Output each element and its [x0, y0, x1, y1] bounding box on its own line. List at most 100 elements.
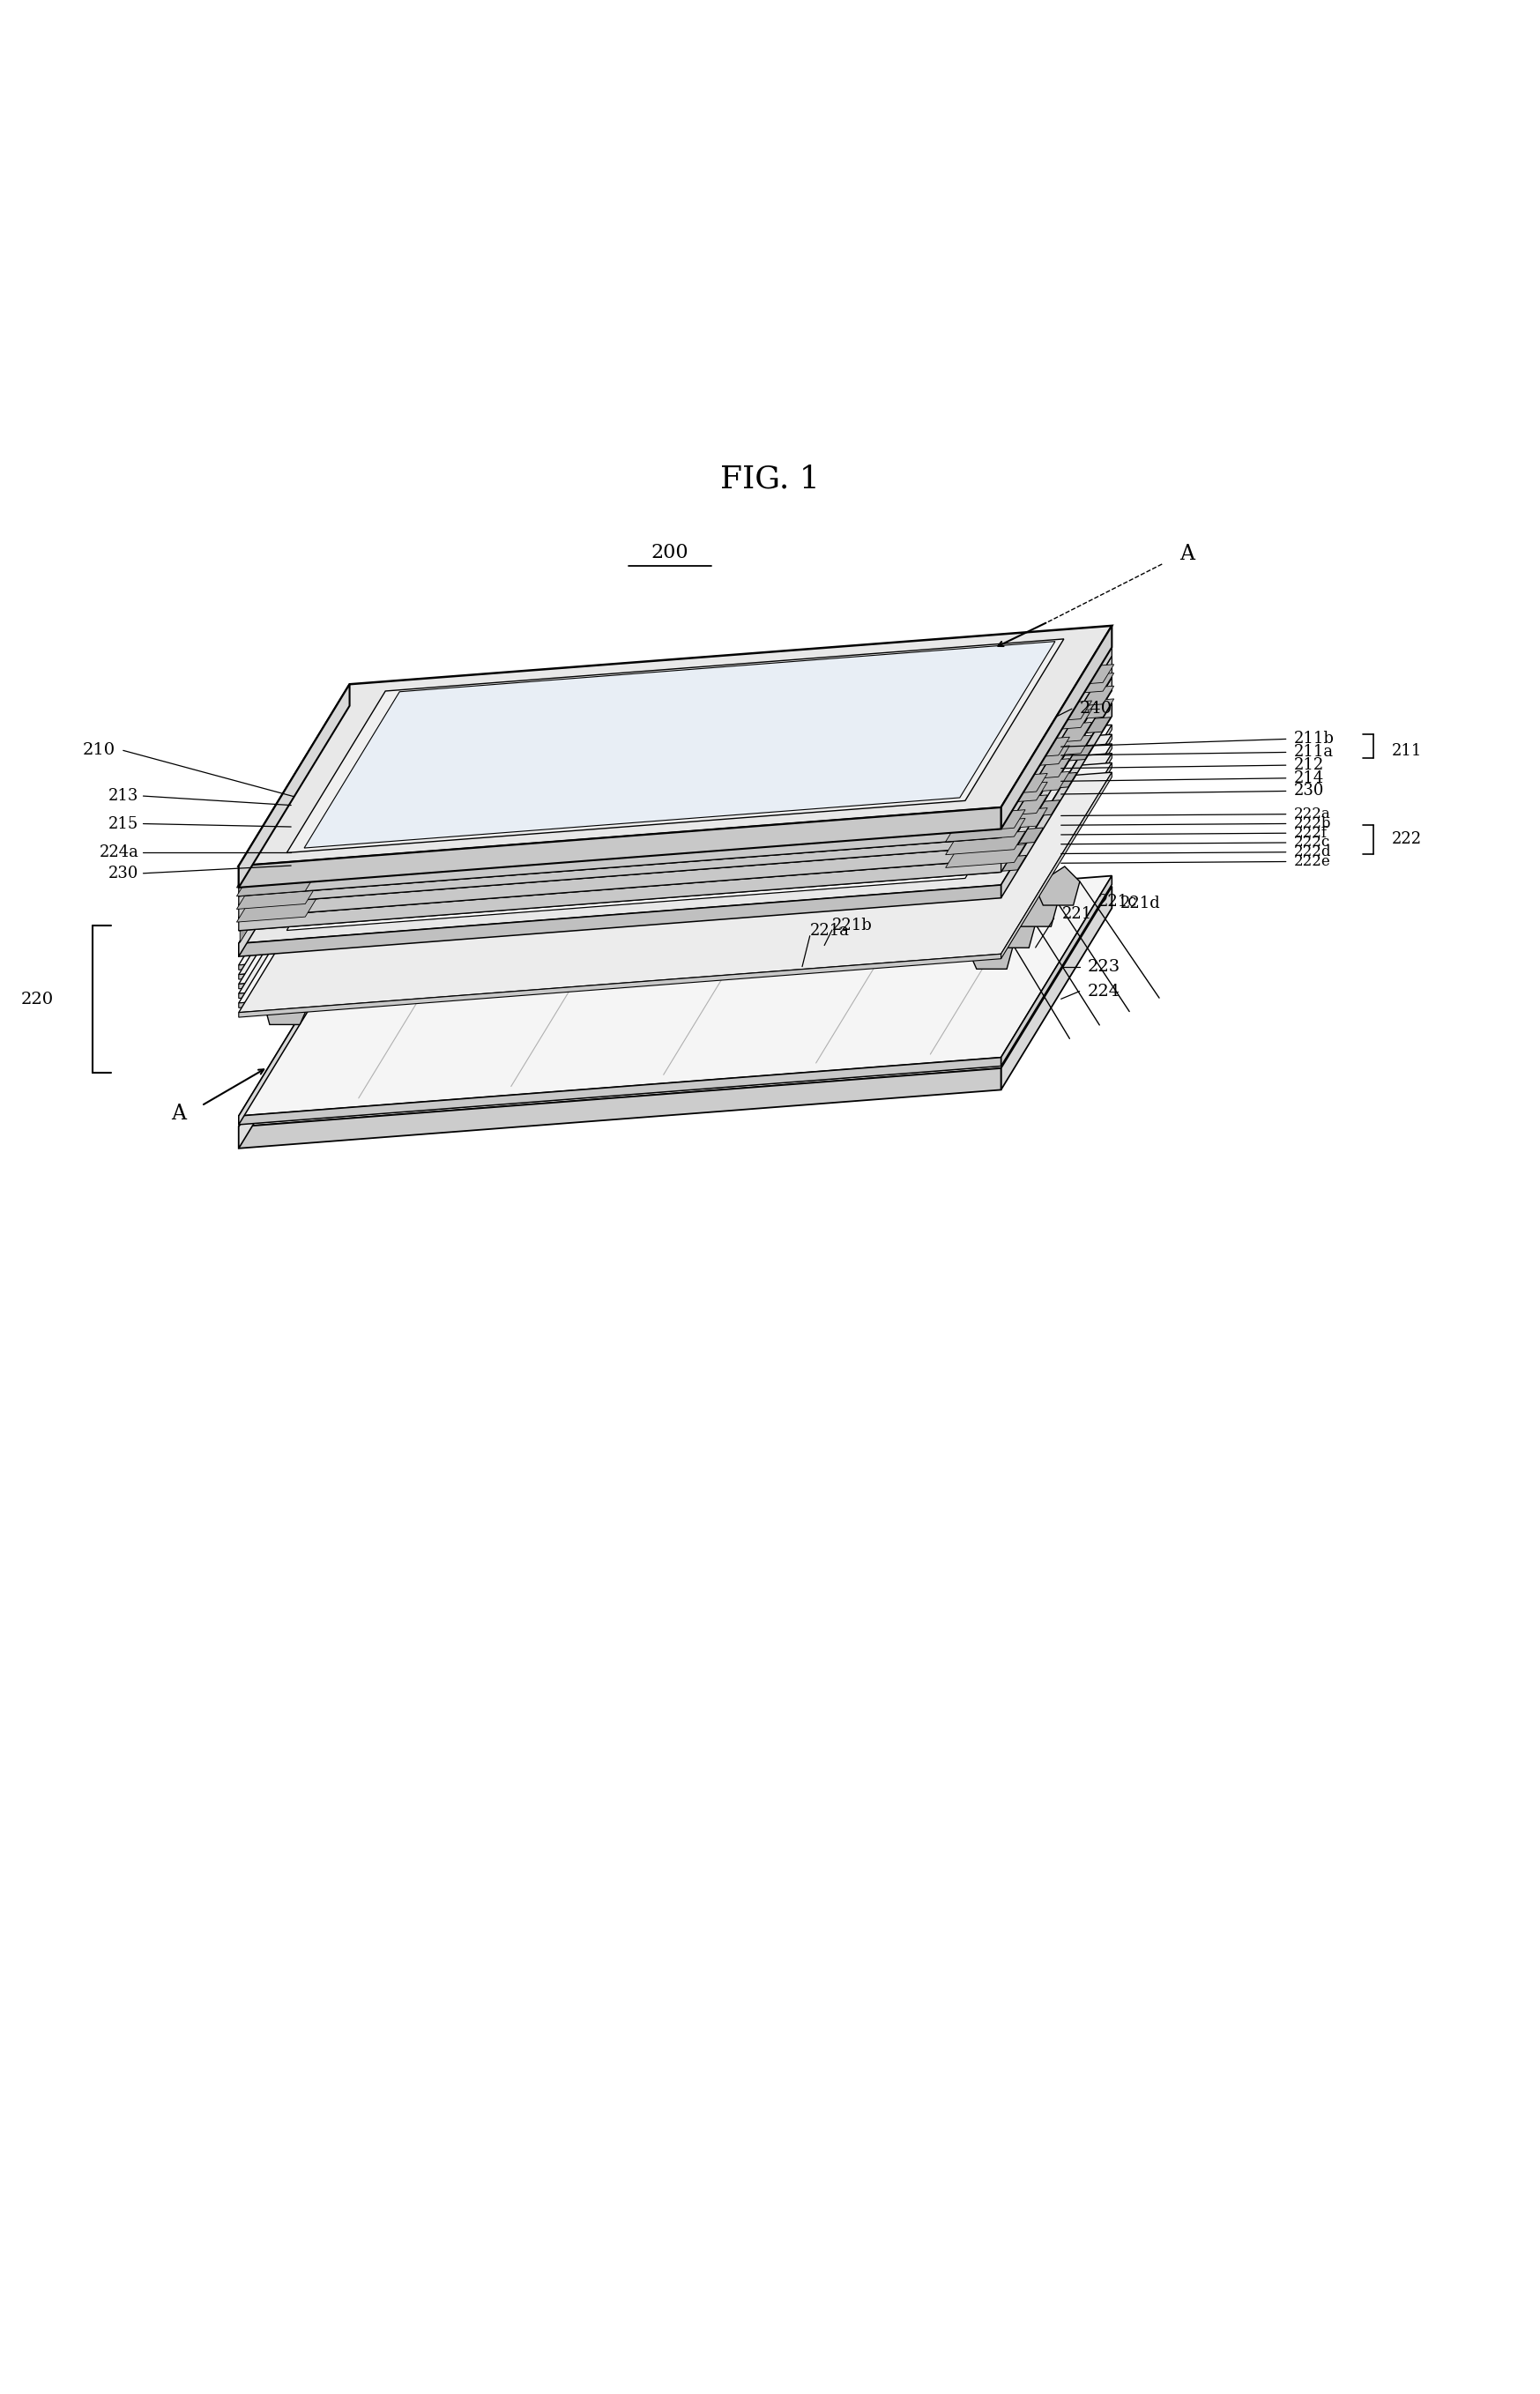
Polygon shape — [946, 845, 1026, 867]
Text: 223: 223 — [1087, 958, 1120, 974]
Polygon shape — [239, 917, 1001, 979]
Text: 222a: 222a — [1294, 807, 1331, 821]
Polygon shape — [969, 931, 1013, 970]
Polygon shape — [239, 656, 1112, 895]
Text: 220: 220 — [22, 991, 54, 1008]
Polygon shape — [259, 850, 339, 874]
Polygon shape — [1001, 886, 1112, 1089]
Polygon shape — [973, 828, 1043, 847]
Text: 214: 214 — [1294, 771, 1324, 785]
Text: 213: 213 — [108, 788, 139, 804]
Text: 215: 215 — [108, 816, 139, 831]
Polygon shape — [303, 776, 383, 800]
Text: 222f: 222f — [1294, 826, 1327, 840]
Polygon shape — [259, 836, 339, 859]
Polygon shape — [1001, 725, 1112, 912]
Polygon shape — [239, 953, 1001, 1017]
Polygon shape — [239, 845, 1001, 917]
Polygon shape — [237, 864, 316, 888]
Text: 222b: 222b — [1294, 816, 1331, 831]
Polygon shape — [990, 759, 1070, 783]
Polygon shape — [239, 807, 1001, 888]
Polygon shape — [303, 764, 383, 788]
Polygon shape — [239, 946, 350, 1149]
Polygon shape — [305, 642, 1055, 847]
Polygon shape — [237, 874, 316, 895]
Polygon shape — [1012, 888, 1058, 926]
Polygon shape — [1001, 764, 1112, 950]
Polygon shape — [990, 737, 1070, 761]
Text: 221d: 221d — [1121, 895, 1161, 912]
Polygon shape — [1012, 709, 1092, 733]
Polygon shape — [308, 804, 316, 833]
Polygon shape — [1001, 678, 1112, 871]
Text: 222c: 222c — [1294, 836, 1331, 850]
Polygon shape — [967, 795, 1047, 819]
Polygon shape — [1024, 745, 1093, 764]
Polygon shape — [239, 936, 1001, 998]
Text: 230: 230 — [1294, 783, 1324, 800]
Polygon shape — [1035, 699, 1113, 723]
Text: 212: 212 — [1294, 757, 1324, 773]
Polygon shape — [1012, 701, 1092, 723]
Text: 221: 221 — [1061, 905, 1092, 922]
Polygon shape — [291, 833, 299, 859]
Polygon shape — [1001, 735, 1112, 922]
Polygon shape — [1001, 625, 1112, 828]
Polygon shape — [239, 886, 1112, 1128]
Polygon shape — [239, 689, 1112, 931]
Polygon shape — [1001, 656, 1112, 845]
Polygon shape — [303, 754, 383, 778]
Polygon shape — [1035, 673, 1113, 697]
Polygon shape — [274, 855, 343, 874]
Polygon shape — [1001, 666, 1112, 859]
Polygon shape — [1001, 773, 1112, 958]
Polygon shape — [1012, 735, 1092, 759]
Polygon shape — [239, 907, 1001, 970]
Text: 224: 224 — [1087, 984, 1120, 998]
Polygon shape — [237, 886, 316, 910]
Polygon shape — [257, 888, 266, 915]
Polygon shape — [239, 946, 1001, 1008]
Polygon shape — [325, 773, 394, 792]
Polygon shape — [1001, 876, 1112, 1065]
Polygon shape — [239, 725, 1112, 965]
Text: 211a: 211a — [1294, 745, 1334, 761]
Polygon shape — [325, 754, 405, 776]
Polygon shape — [325, 778, 333, 804]
Polygon shape — [239, 745, 1112, 984]
Polygon shape — [325, 740, 405, 764]
Polygon shape — [259, 828, 339, 852]
Polygon shape — [325, 728, 405, 752]
Polygon shape — [280, 800, 360, 824]
Polygon shape — [239, 773, 1112, 1013]
Polygon shape — [239, 934, 350, 1125]
Polygon shape — [325, 718, 405, 742]
Polygon shape — [257, 883, 326, 903]
Polygon shape — [308, 800, 377, 819]
Polygon shape — [946, 819, 1026, 843]
Polygon shape — [1012, 723, 1092, 745]
Polygon shape — [1007, 773, 1076, 792]
Polygon shape — [239, 625, 1112, 867]
Text: A: A — [171, 1104, 186, 1123]
Polygon shape — [1001, 745, 1112, 931]
Text: 211: 211 — [1392, 742, 1423, 759]
Text: 222: 222 — [1392, 831, 1423, 847]
Polygon shape — [239, 1058, 1001, 1125]
Polygon shape — [239, 838, 1001, 905]
Polygon shape — [239, 1068, 1001, 1149]
Polygon shape — [286, 639, 1064, 852]
Polygon shape — [239, 926, 1001, 989]
Polygon shape — [967, 807, 1047, 831]
Polygon shape — [239, 666, 1112, 905]
Polygon shape — [274, 859, 282, 888]
Polygon shape — [303, 790, 383, 814]
Polygon shape — [1041, 718, 1110, 737]
Polygon shape — [280, 814, 360, 836]
Polygon shape — [990, 800, 1060, 819]
Polygon shape — [286, 716, 1064, 931]
Polygon shape — [280, 826, 360, 850]
Polygon shape — [1001, 704, 1112, 898]
Text: A: A — [1180, 543, 1194, 565]
